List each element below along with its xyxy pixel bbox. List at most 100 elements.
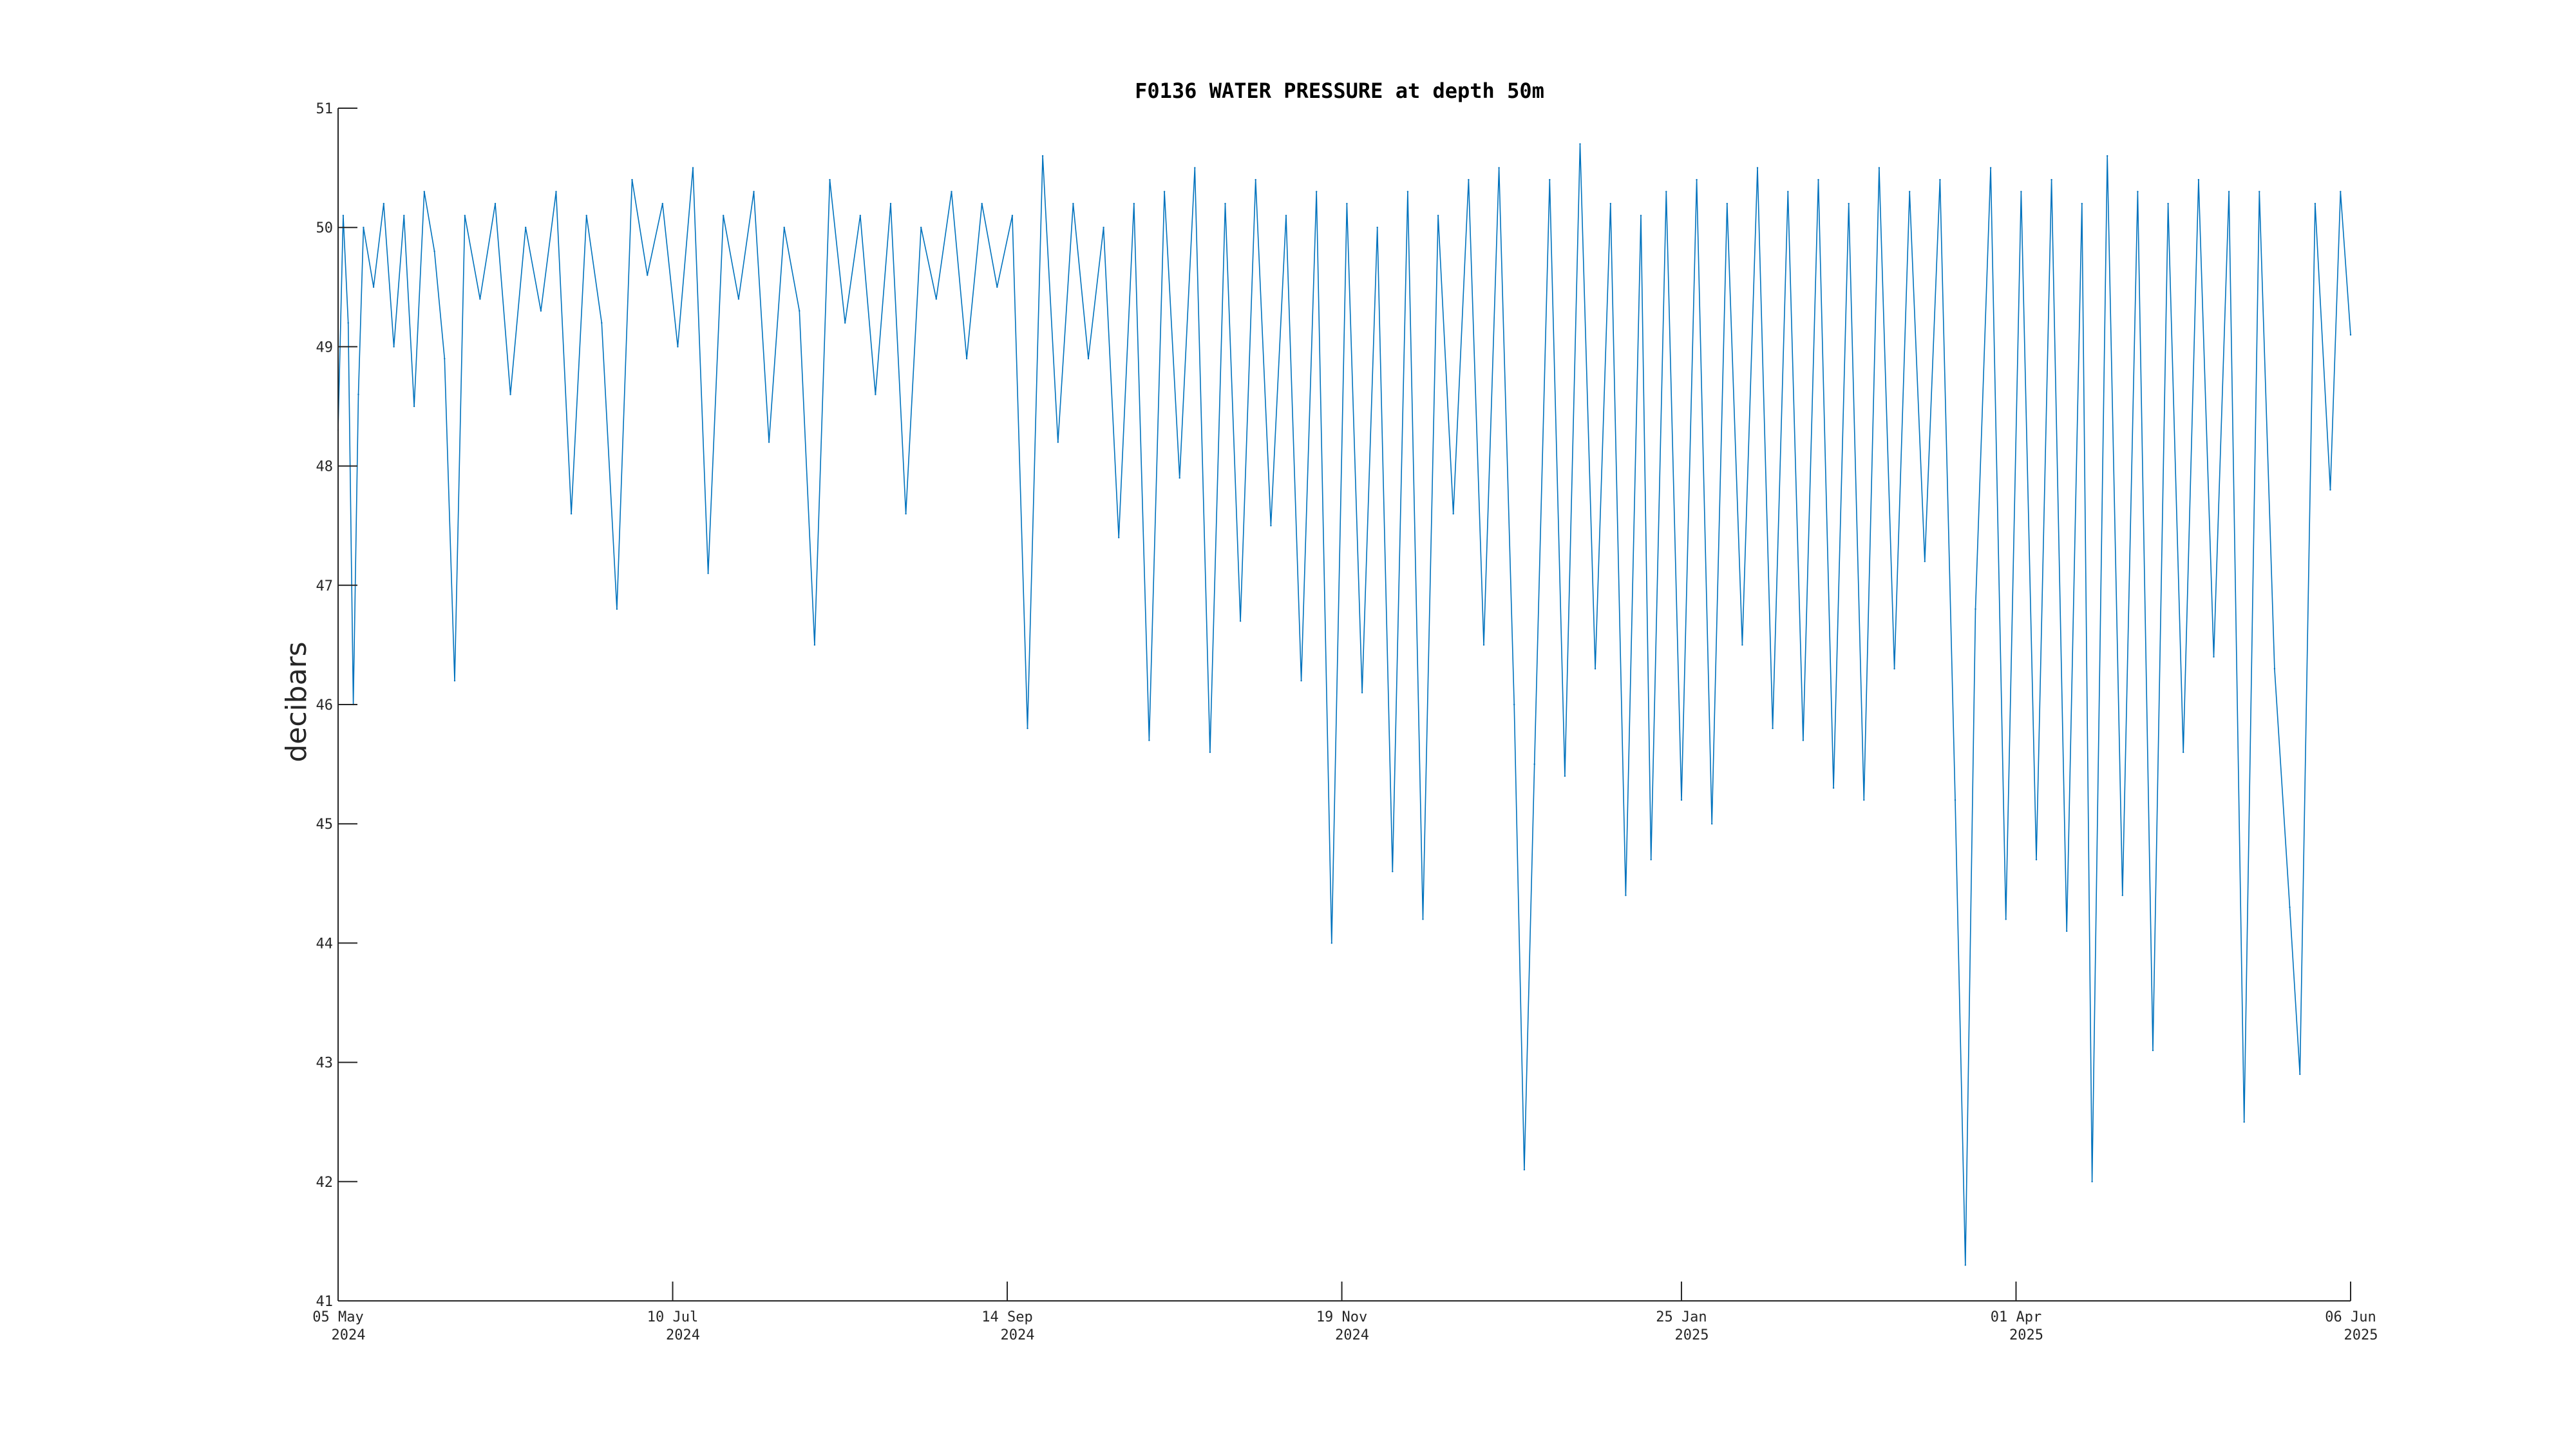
- data-point: [2066, 930, 2068, 933]
- data-point: [1564, 775, 1566, 777]
- data-point: [1711, 823, 1713, 825]
- data-point: [2050, 178, 2052, 181]
- x-tick-label-date: 25 Jan: [1656, 1309, 1707, 1325]
- y-tick-label: 46: [316, 697, 334, 714]
- x-tick-label: 06 Jun 2025: [2325, 1309, 2378, 1343]
- x-tick-label: 01 Apr 2025: [1991, 1309, 2043, 1343]
- x-tick-label-year: 2024: [666, 1327, 700, 1343]
- data-point: [1640, 214, 1642, 216]
- data-point: [1011, 214, 1014, 216]
- data-point: [1194, 167, 1196, 169]
- data-point: [981, 203, 983, 205]
- data-point: [1513, 703, 1515, 706]
- data-point: [1924, 560, 1926, 562]
- data-point: [1863, 799, 1865, 801]
- data-point: [935, 298, 938, 300]
- data-point: [2167, 203, 2169, 205]
- y-tick-label: 50: [316, 220, 334, 236]
- data-point: [1361, 692, 1363, 694]
- x-tick-label: 14 Sep 2024: [981, 1309, 1034, 1343]
- data-point: [1878, 167, 1880, 169]
- data-point: [1346, 203, 1348, 205]
- data-point: [1832, 787, 1835, 789]
- data-point: [1285, 214, 1287, 216]
- data-point: [616, 608, 618, 610]
- data-point: [859, 214, 862, 216]
- data-point: [363, 227, 365, 229]
- data-point: [783, 227, 785, 229]
- data-point: [1549, 178, 1551, 181]
- data-point: [2020, 191, 2022, 193]
- data-point: [2197, 178, 2200, 181]
- data-point: [661, 203, 664, 205]
- data-point: [1209, 751, 1211, 753]
- data-point: [2091, 1180, 2093, 1183]
- x-tick-label-date: 01 Apr: [1991, 1309, 2041, 1325]
- data-point: [1072, 203, 1074, 205]
- data-point: [1893, 668, 1895, 670]
- data-point: [464, 214, 466, 216]
- data-point: [1964, 1264, 1966, 1266]
- y-tick-label: 49: [316, 339, 334, 355]
- data-point: [1817, 178, 1819, 181]
- data-point: [1300, 679, 1302, 682]
- chart-title: F0136 WATER PRESSURE at depth 50m: [1135, 79, 1544, 103]
- data-point: [2228, 191, 2230, 193]
- data-point: [1609, 203, 1611, 205]
- y-axis-label: decibars: [280, 641, 313, 762]
- data-point: [2005, 918, 2007, 920]
- data-point: [1163, 191, 1166, 193]
- data-point: [829, 178, 831, 181]
- x-tick-label-date: 06 Jun: [2325, 1309, 2376, 1325]
- data-point: [768, 441, 770, 443]
- data-point: [1239, 620, 1242, 622]
- x-tick-label: 25 Jan 2025: [1656, 1309, 1709, 1343]
- data-point: [1665, 191, 1667, 193]
- data-point: [1625, 895, 1627, 896]
- data-point: [372, 286, 375, 288]
- data-point: [2289, 906, 2291, 909]
- x-tick-label: 10 Jul 2024: [647, 1309, 700, 1343]
- data-point: [1255, 178, 1256, 181]
- data-point: [509, 393, 511, 395]
- data-point: [2349, 334, 2352, 336]
- data-point: [1027, 727, 1028, 730]
- data-point: [631, 178, 633, 181]
- data-point: [1498, 167, 1500, 169]
- data-point: [996, 286, 998, 288]
- data-point: [905, 513, 907, 515]
- data-point: [570, 513, 573, 515]
- data-point: [1118, 536, 1120, 538]
- x-tick-label-year: 2024: [1335, 1327, 1369, 1343]
- data-point: [707, 573, 709, 574]
- data-point: [1437, 214, 1439, 216]
- data-point: [2314, 203, 2316, 205]
- data-point: [2107, 155, 2108, 157]
- data-point: [1975, 608, 1976, 610]
- data-point: [1422, 918, 1424, 920]
- data-point: [1989, 167, 1992, 169]
- data-point: [2259, 191, 2260, 193]
- data-point: [1041, 155, 1044, 157]
- data-point: [2035, 858, 2038, 861]
- data-point: [585, 214, 587, 216]
- data-point: [383, 203, 384, 205]
- data-point: [723, 214, 724, 216]
- data-point: [1909, 191, 1911, 193]
- data-point: [444, 357, 446, 360]
- data-point: [1270, 525, 1272, 527]
- y-tick-label: 42: [316, 1175, 334, 1191]
- data-point: [1650, 858, 1652, 861]
- data-point: [813, 644, 816, 646]
- data-point: [1316, 191, 1318, 193]
- data-point: [2152, 1049, 2154, 1052]
- x-tick-label-date: 14 Sep: [981, 1309, 1032, 1325]
- data-point: [2121, 895, 2123, 896]
- data-point: [2299, 1073, 2301, 1075]
- data-point: [1376, 227, 1378, 229]
- data-point: [2273, 668, 2276, 670]
- x-tick-label: 19 Nov 2024: [1316, 1309, 1369, 1343]
- data-point: [692, 167, 694, 169]
